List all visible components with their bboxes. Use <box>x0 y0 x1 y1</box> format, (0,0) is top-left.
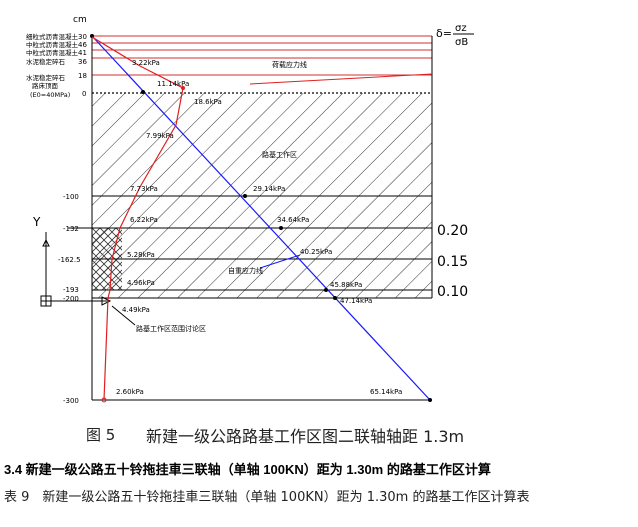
y-axis-symbol: Y <box>32 215 112 307</box>
pressure-label-15: 47.14kPa <box>340 297 372 305</box>
figure-title: 新建一级公路路基工作区图二联轴轴距 1.3m <box>146 427 465 446</box>
pressure-labels: 3.22kPa 11.14kPa 18.6kPa 7.99kPa 7.73kPa… <box>116 59 402 396</box>
figure-caption: 图 5 新建一级公路路基工作区图二联轴轴距 1.3m <box>0 420 638 448</box>
layer-label-5: 水泥稳定碎石 <box>26 73 66 82</box>
figure-number: 图 5 <box>86 426 116 444</box>
load-stress-leader <box>249 73 433 85</box>
self-weight-leader <box>259 254 301 269</box>
section-heading: 3.4 新建一级公路五十铃拖挂車三联轴（单轴 100KN）距为 1.30m 的路… <box>4 462 491 477</box>
table-caption: 表 9 新建一级公路五十铃拖挂車三联轴（单轴 100KN）距为 1.30m 的路… <box>4 490 530 505</box>
ratio-0-10: 0.10 <box>437 284 468 300</box>
depth-minus-200: -200 <box>63 295 79 303</box>
self-weight-annotation: 自重应力线 <box>228 266 263 275</box>
stress-diagram: cm 细粒式沥青混凝土 中粒式沥青混凝土 <box>26 15 474 405</box>
ratio-labels: 0.20 0.15 0.10 <box>437 223 468 300</box>
layer-label-1: 细粒式沥青混凝土 <box>26 32 79 41</box>
pressure-label-9: 4.49kPa <box>122 306 150 314</box>
top-depth-labels: 30 46 41 36 18 0 <box>78 33 87 98</box>
discussion-leader <box>111 305 136 326</box>
pressure-label-16: 65.14kPa <box>370 388 402 396</box>
formula-delta: δ= <box>436 27 452 40</box>
layer-label-2: 中粒式沥青混凝土 <box>26 40 79 49</box>
layer-label-4: 水泥稳定碎石 <box>26 57 66 66</box>
unit-label: cm <box>73 15 87 25</box>
ratio-0-20: 0.20 <box>437 223 468 239</box>
delta-formula: δ= σz σB <box>436 23 474 48</box>
subgrade-zone-annotation: 路基工作区 <box>262 150 297 159</box>
formula-numerator: σz <box>455 23 467 34</box>
layer-label-6: 路床顶面 <box>32 81 59 90</box>
pressure-label-14: 45.88kPa <box>330 281 362 289</box>
depth-minus-300: -300 <box>63 397 79 405</box>
depth-30: 30 <box>78 33 87 41</box>
pressure-label-6: 6.22kPa <box>130 216 158 224</box>
depth-18: 18 <box>78 72 87 80</box>
pressure-label-11: 29.14kPa <box>253 185 285 193</box>
self-weight-points <box>90 34 432 402</box>
ratio-0-15: 0.15 <box>437 254 468 270</box>
load-stress-points <box>101 86 185 403</box>
depth-lines <box>92 195 432 401</box>
load-stress-line <box>91 36 184 401</box>
discussion-zone-annotation: 路基工作区范围讨论区 <box>136 324 206 333</box>
pressure-label-10: 2.60kPa <box>116 388 144 396</box>
left-depth-labels: -100 -132 -162.5 -193 -200 -300 <box>58 193 81 405</box>
depth-36: 36 <box>78 58 87 66</box>
layer-labels: 细粒式沥青混凝土 中粒式沥青混凝土 中粒式沥青混凝土 水泥稳定碎石 水泥稳定碎石… <box>26 32 79 99</box>
subgrade-work-zone-figure: cm 细粒式沥青混凝土 中粒式沥青混凝土 <box>26 15 474 405</box>
depth-minus-193: -193 <box>63 286 79 294</box>
formula-denominator: σB <box>455 37 468 48</box>
pressure-label-12: 34.64kPa <box>277 216 309 224</box>
pressure-label-7: 5.28kPa <box>127 251 155 259</box>
pressure-label-8: 4.96kPa <box>127 279 155 287</box>
depth-46: 46 <box>78 41 87 49</box>
depth-41: 41 <box>78 49 87 57</box>
depth-0: 0 <box>82 90 86 98</box>
pressure-label-13: 40.25kPa <box>300 248 332 256</box>
pavement-layers <box>92 35 432 76</box>
pressure-label-4: 7.99kPa <box>146 132 174 140</box>
pressure-label-3: 18.6kPa <box>194 98 222 106</box>
load-stress-annotation: 荷载应力线 <box>272 60 307 69</box>
y-axis-label: Y <box>32 215 41 229</box>
layer-label-3: 中粒式沥青混凝土 <box>26 48 79 57</box>
depth-minus-162-5: -162.5 <box>58 256 81 264</box>
depth-minus-132: -132 <box>63 225 79 233</box>
pressure-label-1: 3.22kPa <box>132 59 160 67</box>
pressure-label-5: 7.73kPa <box>130 185 158 193</box>
self-weight-stress-line <box>91 35 431 401</box>
pressure-label-2: 11.14kPa <box>157 80 189 88</box>
depth-minus-100: -100 <box>63 193 79 201</box>
layer-label-7: (E0=40MPa) <box>30 91 70 99</box>
